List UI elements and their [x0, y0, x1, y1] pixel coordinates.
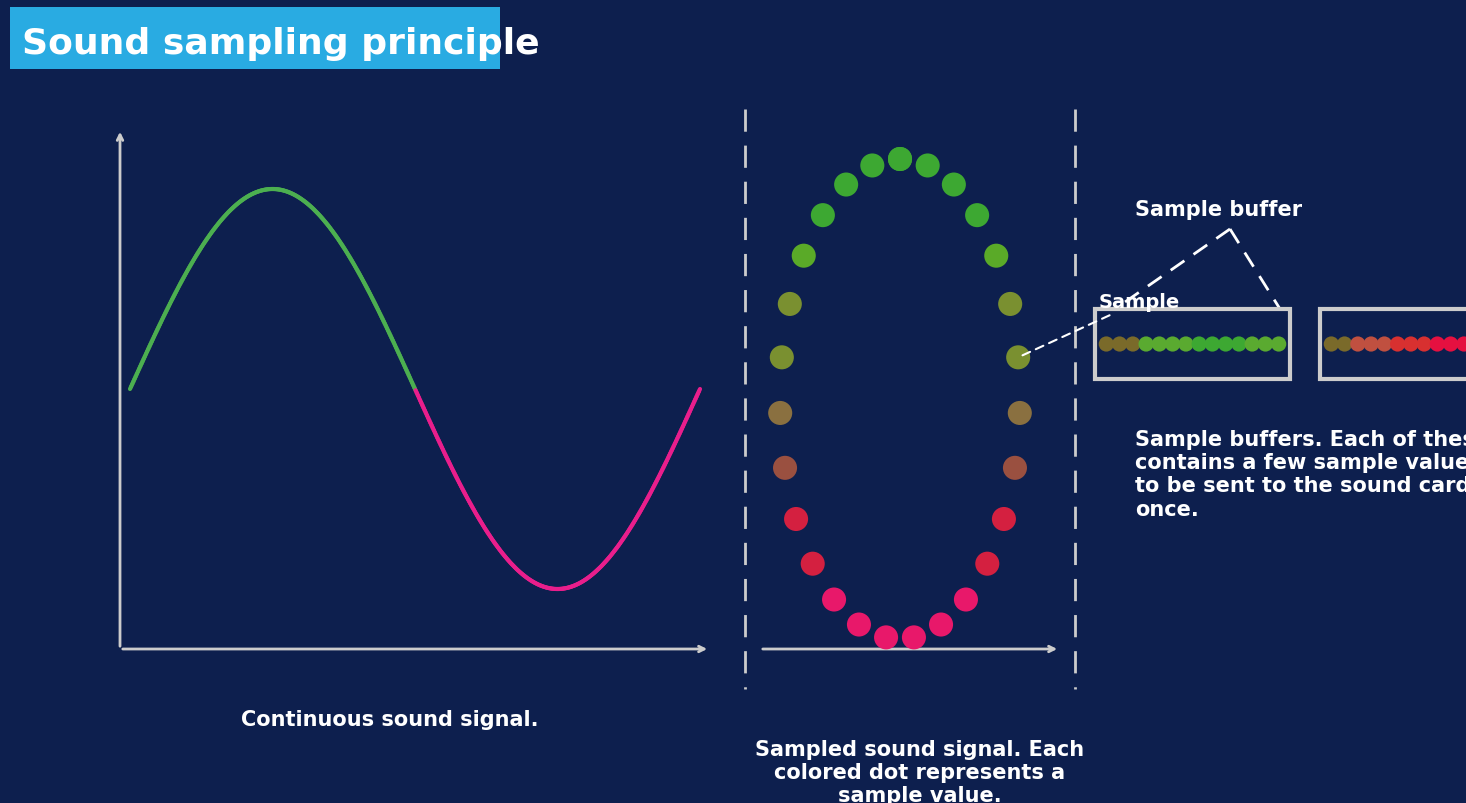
Point	[768, 407, 792, 420]
Point	[888, 153, 912, 166]
Point	[1267, 338, 1290, 351]
Text: Sample: Sample	[1020, 293, 1180, 357]
Point	[1372, 338, 1396, 351]
Point	[1187, 338, 1211, 351]
Point	[1425, 338, 1448, 351]
Text: Sampled sound signal. Each
colored dot represents a
sample value.: Sampled sound signal. Each colored dot r…	[755, 739, 1085, 803]
Point	[834, 179, 858, 192]
Point	[1108, 338, 1132, 351]
Point	[811, 210, 834, 222]
Point	[1240, 338, 1264, 351]
Text: Continuous sound signal.: Continuous sound signal.	[242, 709, 538, 729]
Point	[874, 631, 897, 644]
Point	[943, 179, 966, 192]
Point	[975, 557, 998, 570]
Point	[1174, 338, 1198, 351]
Point	[1253, 338, 1277, 351]
Point	[773, 462, 796, 475]
Point	[888, 153, 912, 166]
Point	[1135, 338, 1158, 351]
Bar	[1319, 310, 1466, 380]
Point	[1359, 338, 1382, 351]
Point	[778, 298, 802, 311]
Point	[1201, 338, 1224, 351]
Point	[847, 618, 871, 631]
Point	[1095, 338, 1119, 351]
Point	[1333, 338, 1356, 351]
Point	[902, 631, 925, 644]
Point	[1399, 338, 1422, 351]
Text: Sample buffers. Each of these
contains a few sample values
to be sent to the sou: Sample buffers. Each of these contains a…	[1135, 430, 1466, 519]
Point	[998, 298, 1022, 311]
Point	[1214, 338, 1237, 351]
Text: Sample buffer: Sample buffer	[1135, 200, 1302, 220]
Point	[1346, 338, 1369, 351]
Point	[822, 593, 846, 606]
Point	[954, 593, 978, 606]
Text: Sound sampling principle: Sound sampling principle	[22, 27, 539, 61]
Point	[800, 557, 824, 570]
Bar	[1095, 310, 1290, 380]
Point	[929, 618, 953, 631]
Point	[861, 160, 884, 173]
Point	[1003, 462, 1026, 475]
Point	[985, 250, 1009, 263]
Point	[792, 250, 815, 263]
Point	[1440, 338, 1463, 351]
Point	[992, 513, 1016, 526]
Point	[1412, 338, 1435, 351]
Point	[1227, 338, 1250, 351]
Point	[966, 210, 990, 222]
Point	[1121, 338, 1145, 351]
Point	[1161, 338, 1185, 351]
Bar	[10, 8, 500, 70]
Point	[1148, 338, 1171, 351]
Point	[1009, 407, 1032, 420]
Point	[916, 160, 940, 173]
Point	[1453, 338, 1466, 351]
Point	[1319, 338, 1343, 351]
Point	[784, 513, 808, 526]
Point	[1007, 352, 1031, 365]
Point	[1385, 338, 1409, 351]
Point	[770, 352, 793, 365]
